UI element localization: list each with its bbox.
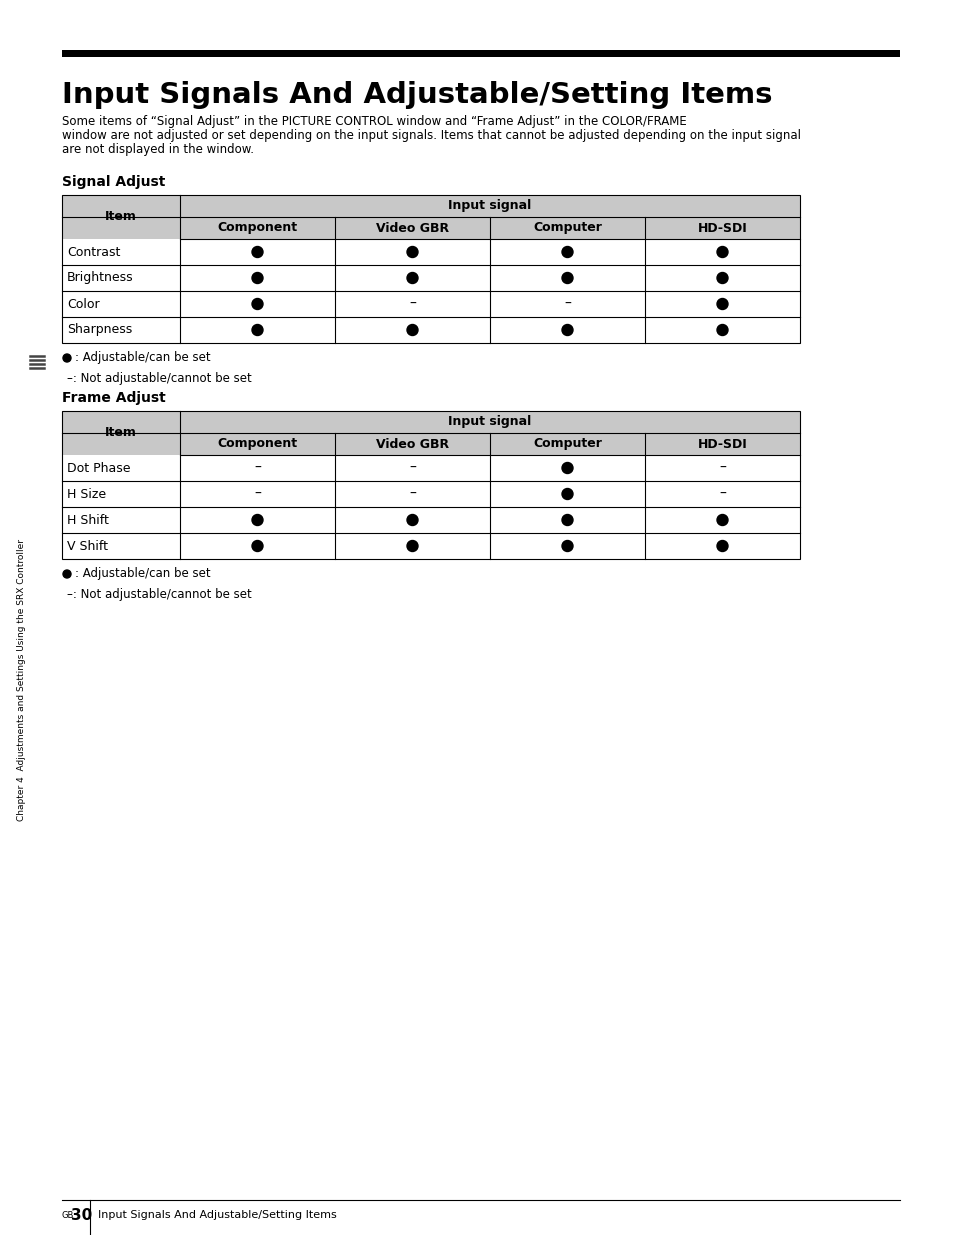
Text: Item: Item — [105, 426, 137, 440]
Text: Contrast: Contrast — [67, 246, 120, 258]
Text: –: – — [409, 487, 416, 501]
Circle shape — [561, 273, 573, 284]
Text: –: – — [253, 461, 261, 475]
Text: Computer: Computer — [533, 221, 601, 235]
Circle shape — [407, 515, 417, 526]
Circle shape — [561, 247, 573, 258]
Text: Video GBR: Video GBR — [375, 437, 449, 451]
Circle shape — [717, 299, 727, 310]
Bar — [62, 240, 800, 266]
Bar — [180, 217, 800, 240]
Text: Sharpness: Sharpness — [67, 324, 132, 336]
Bar — [62, 480, 800, 508]
Circle shape — [252, 299, 263, 310]
Circle shape — [717, 247, 727, 258]
Text: Component: Component — [217, 437, 297, 451]
Circle shape — [63, 571, 71, 578]
Text: V Shift: V Shift — [67, 540, 108, 552]
Circle shape — [717, 273, 727, 284]
Text: Input Signals And Adjustable/Setting Items: Input Signals And Adjustable/Setting Ite… — [98, 1210, 336, 1220]
Text: –: Not adjustable/cannot be set: –: Not adjustable/cannot be set — [67, 372, 252, 385]
Text: 30: 30 — [71, 1208, 92, 1223]
Text: Input Signals And Adjustable/Setting Items: Input Signals And Adjustable/Setting Ite… — [62, 82, 772, 109]
Bar — [62, 291, 800, 317]
Text: Brightness: Brightness — [67, 272, 133, 284]
Text: Some items of “Signal Adjust” in the PICTURE CONTROL window and “Frame Adjust” i: Some items of “Signal Adjust” in the PIC… — [62, 115, 686, 128]
Text: Signal Adjust: Signal Adjust — [62, 175, 165, 189]
Bar — [62, 411, 800, 433]
Bar — [180, 433, 800, 454]
Circle shape — [252, 247, 263, 258]
Circle shape — [252, 273, 263, 284]
Text: Video GBR: Video GBR — [375, 221, 449, 235]
Bar — [62, 49, 899, 57]
Text: H Size: H Size — [67, 488, 106, 500]
Text: –: – — [719, 487, 725, 501]
Circle shape — [561, 541, 573, 552]
Text: Dot Phase: Dot Phase — [67, 462, 131, 474]
Text: window are not adjusted or set depending on the input signals. Items that cannot: window are not adjusted or set depending… — [62, 128, 801, 142]
Bar — [62, 195, 800, 343]
Circle shape — [561, 515, 573, 526]
Text: Color: Color — [67, 298, 99, 310]
Bar — [62, 534, 800, 559]
Bar — [62, 411, 800, 559]
Text: GB: GB — [62, 1210, 74, 1219]
Text: HD-SDI: HD-SDI — [697, 437, 746, 451]
Circle shape — [252, 325, 263, 336]
Text: HD-SDI: HD-SDI — [697, 221, 746, 235]
Circle shape — [561, 325, 573, 336]
Text: Input signal: Input signal — [448, 200, 531, 212]
Text: H Shift: H Shift — [67, 514, 109, 526]
Text: are not displayed in the window.: are not displayed in the window. — [62, 143, 253, 156]
Bar — [62, 454, 800, 480]
Circle shape — [407, 325, 417, 336]
Text: –: Not adjustable/cannot be set: –: Not adjustable/cannot be set — [67, 588, 252, 601]
Text: –: – — [409, 296, 416, 311]
Text: Component: Component — [217, 221, 297, 235]
Bar — [62, 195, 800, 217]
Bar — [62, 508, 800, 534]
Circle shape — [407, 247, 417, 258]
Circle shape — [63, 354, 71, 362]
Bar — [62, 195, 180, 240]
Text: Chapter 4  Adjustments and Settings Using the SRX Controller: Chapter 4 Adjustments and Settings Using… — [17, 538, 27, 821]
Circle shape — [252, 515, 263, 526]
Text: Input signal: Input signal — [448, 415, 531, 429]
Circle shape — [407, 541, 417, 552]
Bar — [62, 266, 800, 291]
Circle shape — [717, 515, 727, 526]
Circle shape — [561, 462, 573, 473]
Circle shape — [717, 325, 727, 336]
Bar — [62, 411, 180, 454]
Text: Item: Item — [105, 210, 137, 224]
Text: : Adjustable/can be set: : Adjustable/can be set — [75, 568, 211, 580]
Circle shape — [407, 273, 417, 284]
Text: : Adjustable/can be set: : Adjustable/can be set — [75, 352, 211, 364]
Circle shape — [252, 541, 263, 552]
Text: –: – — [563, 296, 570, 311]
Text: –: – — [719, 461, 725, 475]
Text: –: – — [409, 461, 416, 475]
Circle shape — [561, 489, 573, 499]
Text: Frame Adjust: Frame Adjust — [62, 391, 166, 405]
Bar — [62, 317, 800, 343]
Text: Computer: Computer — [533, 437, 601, 451]
Circle shape — [717, 541, 727, 552]
Text: –: – — [253, 487, 261, 501]
